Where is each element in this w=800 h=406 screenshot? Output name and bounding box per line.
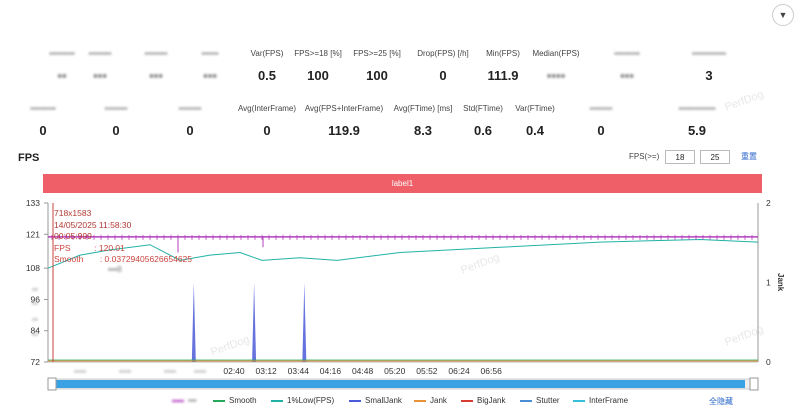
chart-scrollbar [47,377,759,391]
stat-item: ▪▪▪▪▪▪▪▪ 0 [178,104,202,138]
chart-legend: ▪▪▪ Smooth 1%Low(FPS) SmallJank Jank Big… [0,396,800,406]
stats-row-1: ▪▪▪▪▪▪▪▪▪ ▪▪ ▪▪▪▪▪▪▪▪ ▪▪▪ ▪▪▪▪▪▪▪▪ ▪▪▪ ▪▪▪▪… [0,48,800,88]
fps-section-title: FPS [18,152,40,164]
legend-swatch [349,399,361,402]
scrollbar-handle-right [749,377,759,391]
y-tick-label: 72 [31,357,41,367]
legend-item-interframe[interactable]: InterFrame [573,396,628,405]
x-tick-label: 05:20 [384,366,406,376]
stat-avg-ftime: Avg(FTime) [ms] 8.3 [393,104,453,138]
x-tick-label: ▪▪▪▪ [164,366,176,376]
tooltip-datetime: 14/05/2025 11:58:30 [54,220,132,230]
legend-item-smalljank[interactable]: SmallJank [349,396,402,405]
x-tick-label: 03:44 [288,366,310,376]
stat-median-fps: Median(FPS) ▪▪▪▪ [532,49,580,83]
chart-series [47,203,759,362]
x-tick-label: 03:12 [256,366,278,376]
scrollbar-thumb [55,380,745,388]
y-tick-label: ▪▪ [32,329,38,339]
legend-item-stutter[interactable]: Stutter [520,396,560,405]
stat-fps-ge18: FPS>=18 [%] 100 [294,49,342,83]
legend-swatch [520,399,532,402]
stat-var-ftime: Var(FTime) 0.4 [515,104,555,138]
tooltip-elapsed: 00:05:999 [54,231,92,241]
legend-swatch [271,399,283,402]
stat-item: ▪▪▪▪▪▪▪▪▪▪▪▪ 3 [691,49,727,83]
y-tick-label: 121 [26,229,40,239]
reset-button[interactable]: 重置 [741,152,757,161]
x-tick-label: ▪▪▪▪ [74,366,86,376]
stat-avg-interframe: Avg(InterFrame) 0 [237,104,297,138]
scrollbar-handle-left [47,377,57,391]
stat-std-ftime: Std(FTime) 0.6 [463,104,503,138]
smalljank-spike [191,282,196,362]
legend-item-jank[interactable]: Jank [414,396,447,405]
x-tick-label: 02:40 [223,366,245,376]
fps-threshold-label: FPS(>=) [629,152,660,161]
x-tick-label: 04:16 [320,366,342,376]
x-axis-ticks: 02:40 03:12 03:44 04:16 04:48 05:20 05:52 06:24… [74,366,502,376]
stat-drop-fps: Drop(FPS) [/h] 0 [417,49,469,83]
stat-fps-ge25: FPS>=25 [%] 100 [353,49,401,83]
x-tick-label: ▪▪▪▪ [119,366,131,376]
smalljank-spike [252,282,257,362]
stats-row-2: ▪▪▪▪▪▪▪▪▪ 0 ▪▪▪▪▪▪▪▪ 0 ▪▪▪▪▪▪▪▪ 0 Avg(Inter… [0,103,800,143]
chevron-down-icon[interactable]: ▼ [772,4,794,26]
stat-item: ▪▪▪▪▪▪▪▪▪ ▪▪▪ [614,49,640,83]
y-tick-label: 84 [31,326,41,336]
tooltip-smooth: Smooth : 0.0372940562665​4625 [54,254,193,264]
stat-var-fps: Var(FPS) 0.5 [250,49,284,83]
stat-item: ▪▪▪▪▪▪▪▪▪▪▪ [49,49,75,83]
legend-item[interactable]: ▪▪▪ [172,396,197,405]
stat-avg-fps-interframe: Avg(FPS+InterFrame) 119.9 [304,104,384,138]
y-axis-ticks: 133 121 108 96 84 72 ▪▪ ▪▪ ▪▪ ▪▪ 2 1 0 Jank [26,198,785,367]
legend-item-bigjank[interactable]: BigJank [461,396,505,405]
x-tick-label: ▪▪▪▪ [194,366,206,376]
series-1pct-low-line [47,238,759,269]
tooltip-fps: FPS : 120.01 [54,243,125,253]
x-tick-label: 06:56 [481,366,503,376]
stat-item: ▪▪▪▪▪▪▪▪▪▪▪ [88,49,112,83]
label-bar[interactable]: label1 [43,174,762,193]
x-tick-label: 05:52 [416,366,438,376]
stat-item: ▪▪▪▪▪▪▪▪ 0 [104,104,128,138]
y-right-tick-label: 0 [766,357,771,367]
stat-item: ▪▪▪▪▪▪▪▪▪ 0 [30,104,56,138]
smalljank-spike [302,282,307,362]
legend-item-smooth[interactable]: Smooth [213,396,257,405]
y-right-tick-label: 1 [766,278,771,288]
x-tick-label: 04:48 [352,366,374,376]
legend-swatch [461,399,473,402]
chart-grid [47,203,759,363]
stat-min-fps: Min(FPS) 111.9 [486,49,520,83]
legend-swatch [573,399,585,402]
legend-swatch [213,399,225,402]
y-tick-label: 133 [26,198,40,208]
fps-threshold-input-1[interactable] [665,150,695,164]
y-tick-label: ▪▪ [32,284,38,294]
stat-item: ▪▪▪▪▪▪▪▪ 0 [589,104,613,138]
y-tick-label: ▪▪ [32,314,38,324]
legend-item-1pct-low[interactable]: 1%Low(FPS) [271,396,334,405]
fps-threshold-input-2[interactable] [700,150,730,164]
x-tick-label: 06:24 [448,366,470,376]
stat-item: ▪▪▪▪▪▪▪▪▪▪▪ [144,49,168,83]
stat-item: ▪▪▪▪▪▪▪▪▪▪▪▪▪ 5.9 [678,104,716,138]
tooltip-resolution: 718x1583 [54,208,92,218]
hide-all-button[interactable]: 全隐藏 [709,397,733,406]
y-right-axis-label: Jank [776,273,785,292]
tooltip-extra: ▪▪▪8 [108,264,122,274]
y-tick-label: 96 [31,294,41,304]
y-tick-label: ▪▪ [32,298,38,308]
stat-item: ▪▪▪▪▪▪ ▪▪▪ [201,49,219,83]
y-tick-label: 108 [26,263,40,273]
y-right-tick-label: 2 [766,198,771,208]
legend-swatch [414,399,426,402]
